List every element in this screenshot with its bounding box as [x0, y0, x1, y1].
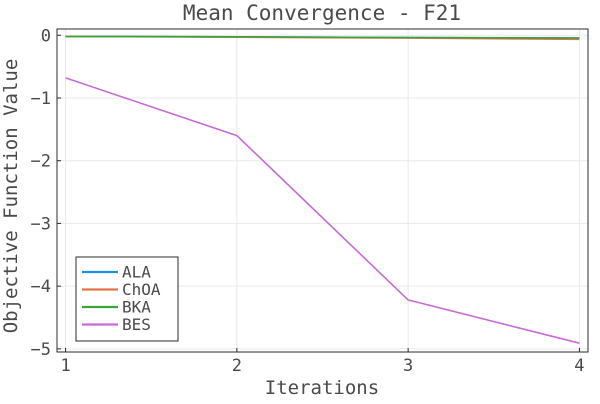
y-tick-label: −1 — [31, 89, 51, 109]
x-tick-label: 3 — [403, 356, 413, 376]
series-lines — [65, 35, 580, 344]
series-line-bes — [65, 77, 580, 344]
y-tick-label: −3 — [31, 214, 51, 234]
y-tick-label: −4 — [31, 277, 51, 297]
x-tick-label: 1 — [60, 356, 70, 376]
y-axis-ticks: 0 −1 −2 −3 −4 −5 — [31, 26, 61, 360]
y-tick-label: −2 — [31, 152, 51, 172]
chart-title: Mean Convergence - F21 — [183, 1, 461, 25]
y-axis-label: Objective Function Value — [0, 59, 22, 334]
y-tick-label: 0 — [41, 26, 51, 46]
x-tick-label: 2 — [232, 356, 242, 376]
x-tick-label: 4 — [574, 356, 584, 376]
legend-label-bka: BKA — [122, 298, 151, 317]
series-line-bka — [65, 35, 580, 39]
plot-area-frame — [56, 28, 589, 353]
legend-label-bes: BES — [122, 315, 151, 334]
x-axis-label: Iterations — [265, 377, 379, 399]
legend-label-choa: ChOA — [122, 280, 161, 299]
y-tick-label: −5 — [31, 340, 51, 360]
legend-label-ala: ALA — [122, 263, 151, 282]
x-axis-ticks: 1 2 3 4 — [60, 348, 585, 376]
grid — [57, 29, 588, 352]
